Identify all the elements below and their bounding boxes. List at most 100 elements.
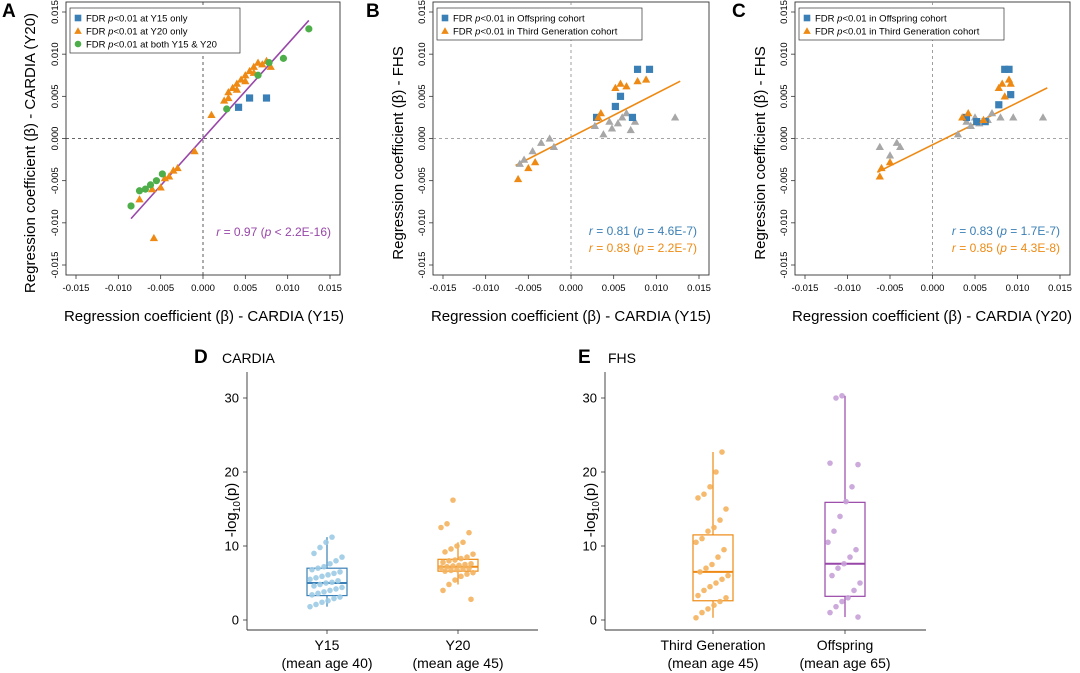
panel-a-x-tick-label: -0.015: [63, 283, 90, 294]
panel-e-data-point: [705, 606, 711, 612]
panel-e-data-point: [835, 565, 841, 571]
panel-d-data-point: [311, 550, 317, 557]
panel-c-y-tick-label: 0.000: [779, 127, 790, 151]
panel-d-data-point: [470, 569, 476, 576]
panel-a-x-tick-label: -0.005: [147, 283, 174, 294]
panel-a-point-orange: [160, 173, 170, 182]
panel-e-data-point: [711, 602, 717, 608]
panel-b-point-gray: [670, 113, 680, 121]
panel-e-data-point: [699, 535, 705, 542]
panel-a-point-blue: [245, 94, 254, 102]
panel-a-point-orange: [266, 62, 275, 70]
panel-e-data-point: [825, 539, 831, 546]
panel-c-point-orange: [964, 109, 973, 117]
panel-d-data-point: [458, 573, 464, 580]
panel-b-point-orange: [611, 83, 620, 92]
panel-b-point-orange: [524, 163, 533, 172]
panel-b-point-gray: [630, 117, 640, 125]
panel-b-y-tick-label: -0.010: [417, 209, 428, 236]
panel-a-point-orange: [228, 83, 237, 92]
panel-d-data-point: [462, 561, 468, 568]
panel-e-data-point: [717, 517, 723, 523]
panel-b-point-blue: [633, 65, 642, 73]
panel-a-point-orange: [258, 60, 267, 68]
panel-a-point-orange: [236, 75, 246, 83]
panel-e-data-point: [693, 614, 699, 621]
panel-b-point-gray: [599, 130, 608, 138]
panel-d-data-point: [468, 596, 474, 603]
panel-d-data-point: [466, 529, 472, 536]
panel-b-point-orange: [633, 77, 642, 85]
panel-e-title: FHS: [608, 350, 636, 366]
panel-a-y-tick-label: -0.015: [50, 252, 61, 279]
panel-d-data-point: [466, 565, 472, 571]
panel-e-data-point: [853, 546, 859, 553]
panel-d-data-point: [307, 603, 313, 610]
panel-e-data-point: [831, 528, 837, 534]
panel-c-point-orange: [875, 172, 884, 180]
panel-d-data-point: [442, 568, 448, 574]
panel-c-x-tick-label: -0.005: [877, 283, 904, 294]
panel-e-data-point: [827, 460, 833, 466]
panel-b-x-tick-label: -0.010: [472, 283, 499, 294]
panel-e-data-point: [721, 546, 727, 553]
panel-d-data-point: [339, 584, 345, 591]
panel-d-y-tick-label: 0: [232, 613, 239, 628]
panel-e-data-point: [725, 572, 731, 579]
panel-c-x-tick-label: 0.010: [1006, 283, 1030, 294]
panel-d-data-point: [315, 590, 321, 597]
panel-e-data-point: [857, 580, 863, 586]
panel-e-y-tick-label: 10: [583, 539, 597, 554]
panel-d-data-point: [452, 557, 458, 563]
panel-d-cat-label: Y15: [315, 637, 340, 653]
panel-c-point-gray: [996, 113, 1005, 121]
panel-e-data-point: [715, 554, 721, 560]
panel-b-point-gray: [607, 124, 617, 132]
panel-b-point-gray: [626, 125, 635, 134]
panel-d-data-point: [460, 566, 466, 572]
panel-c-y-tick-label: -0.010: [779, 209, 790, 236]
panel-b-point-orange: [622, 82, 631, 90]
panel-b-fit-line: [515, 80, 681, 167]
panel-a-point-orange: [224, 87, 233, 96]
panel-d-data-point: [450, 497, 456, 503]
panel-b-point-gray: [545, 134, 554, 142]
panel-d-data-point: [327, 587, 333, 594]
panel-e-data-point: [693, 539, 699, 546]
panel-b-point-orange: [594, 113, 603, 121]
panel-c-y-tick-label: 0.010: [779, 42, 790, 66]
panel-b-point-gray: [536, 138, 546, 146]
panel-a-point-orange: [245, 66, 254, 75]
panel-c-point-blue: [1001, 65, 1009, 73]
panel-d-data-point: [319, 573, 325, 580]
panel-e-cat-sublabel: (mean age 45): [667, 655, 758, 671]
panel-d-data-point: [464, 571, 470, 577]
panel-d-data-point: [317, 544, 323, 551]
panel-a-legend-label: FDR p<0.01 at both Y15 & Y20: [86, 40, 217, 51]
panel-a-point-orange: [241, 71, 250, 79]
panel-d-data-point: [307, 576, 313, 583]
panel-e-data-point: [709, 561, 715, 568]
panel-e-data-point: [723, 506, 729, 512]
panel-e-y-tick-label: 0: [590, 613, 597, 628]
panel-d-data-point: [327, 560, 333, 567]
panel-c-point-gray: [885, 151, 895, 159]
panel-d-data-point: [337, 569, 343, 575]
panel-a-point-orange: [149, 233, 159, 242]
panel-e-data-point: [723, 595, 729, 601]
panel-a-point-orange: [207, 110, 216, 118]
panel-e-data-point: [707, 583, 713, 590]
panel-d-data-point: [321, 563, 327, 570]
panel-c-legend-label: FDR p<0.01 in Third Generation cohort: [815, 27, 980, 38]
panel-d-data-point: [329, 534, 335, 540]
panel-a-x-tick-label: 0.010: [276, 283, 300, 294]
panel-d-y-tick-label: 20: [225, 465, 239, 480]
panel-d-data-point: [470, 551, 476, 557]
panel-c-point-gray: [1009, 113, 1018, 121]
panel-label-a: A: [2, 1, 16, 22]
panel-c-legend-label: FDR p<0.01 in Offspring cohort: [815, 14, 947, 25]
panel-d-y-tick-label: 30: [225, 391, 239, 406]
panel-a-point-orange: [232, 85, 242, 93]
panel-c-point-blue: [995, 101, 1003, 109]
panel-b-point-blue: [611, 102, 619, 111]
